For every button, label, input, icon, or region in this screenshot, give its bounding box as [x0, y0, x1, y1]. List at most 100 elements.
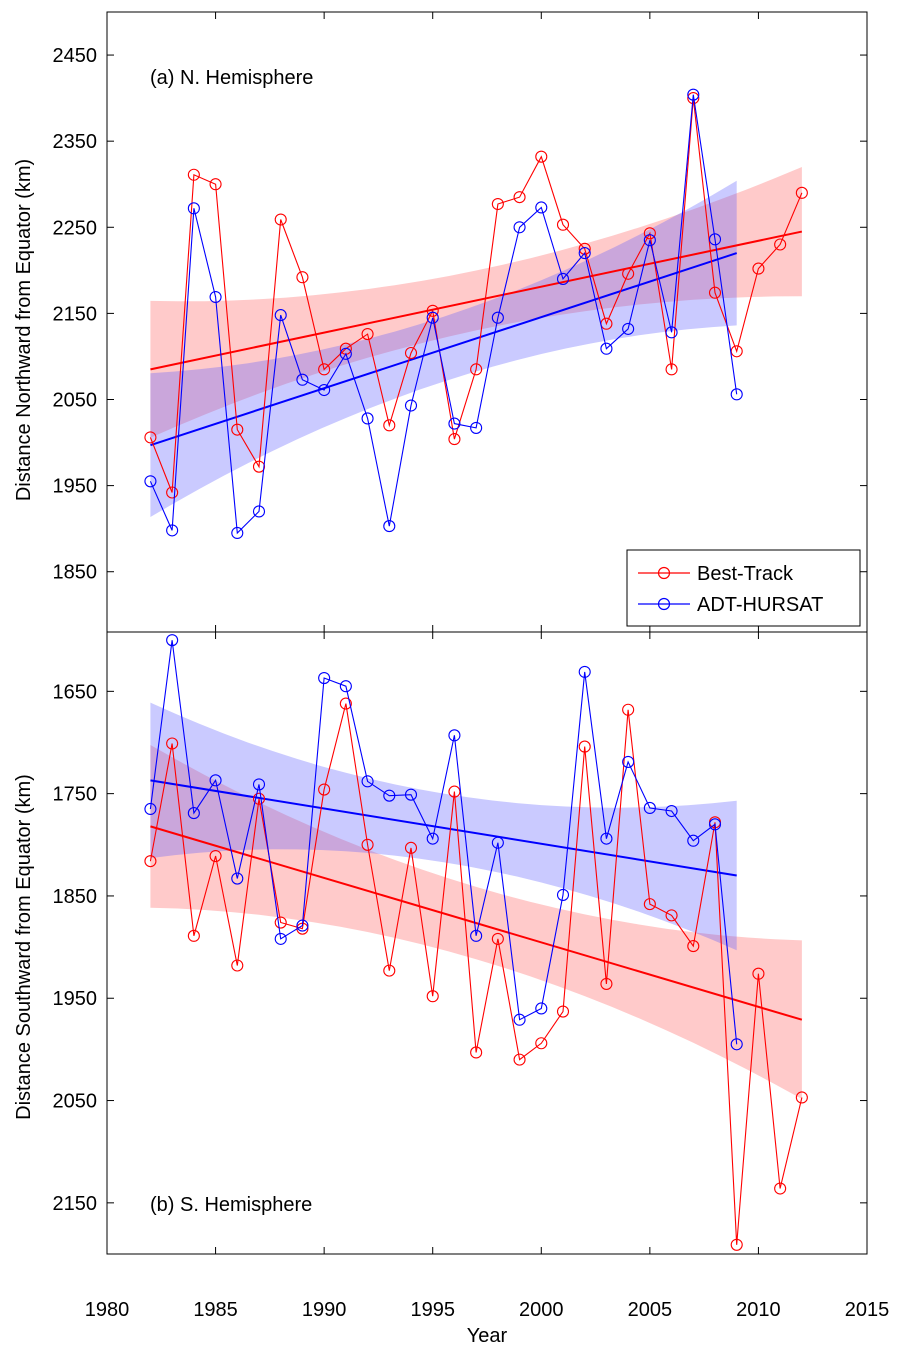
- data-point-best-track: [774, 1182, 787, 1195]
- data-point-best-track: [643, 898, 656, 911]
- data-point-best-track: [665, 909, 678, 922]
- data-point-adt-hursat: [491, 836, 504, 849]
- data-point-best-track: [513, 191, 526, 204]
- trend-line-adt-hursat: [150, 779, 737, 877]
- y-tick-label: 1950: [53, 988, 98, 1010]
- data-point-best-track: [318, 783, 331, 796]
- data-point-adt-hursat: [404, 788, 418, 801]
- data-point-best-track: [144, 855, 157, 868]
- data-point-best-track: [361, 328, 374, 341]
- data-point-adt-hursat: [274, 932, 287, 945]
- data-point-adt-hursat: [556, 272, 570, 285]
- trend-line-best-track: [150, 825, 803, 1021]
- data-point-adt-hursat: [535, 1002, 548, 1015]
- legend: Best-Track ADT-HURSAT: [626, 549, 861, 627]
- data-point-best-track: [752, 967, 765, 980]
- data-point-adt-hursat: [209, 290, 222, 304]
- data-point-best-track: [643, 227, 656, 240]
- data-point-adt-hursat: [383, 789, 396, 802]
- data-point-best-track: [556, 1005, 570, 1018]
- data-point-adt-hursat: [252, 778, 266, 791]
- data-point-best-track: [578, 740, 591, 753]
- confidence-bands-a: [150, 167, 802, 518]
- x-tick-label: 1985: [193, 1299, 238, 1321]
- data-point-best-track: [252, 460, 266, 473]
- legend-marker-adt-hursat: [657, 597, 671, 611]
- data-point-adt-hursat: [730, 1038, 743, 1051]
- data-point-best-track: [274, 213, 287, 226]
- data-point-best-track: [404, 346, 418, 360]
- y-tick-label: 2150: [53, 303, 98, 325]
- data-point-adt-hursat: [708, 233, 722, 246]
- y-tick-label: 2050: [53, 390, 98, 412]
- data-point-best-track: [231, 423, 244, 436]
- panel-label-a: (a) N. Hemisphere: [150, 67, 313, 89]
- series-line-adt-hursat: [149, 640, 738, 1045]
- y-ticks-b: 1650 1750 1850 1950 2050 2150: [53, 681, 867, 1215]
- data-point-best-track: [383, 419, 396, 432]
- data-point-best-track: [752, 262, 765, 275]
- data-point-best-track: [687, 940, 700, 953]
- data-point-best-track: [774, 238, 787, 251]
- data-point-adt-hursat: [600, 832, 613, 845]
- data-point-adt-hursat: [578, 247, 591, 260]
- data-point-best-track: [556, 218, 570, 231]
- legend-label-best-track: Best-Track: [697, 563, 794, 585]
- data-point-adt-hursat: [622, 322, 635, 335]
- series-lines-b: [144, 634, 808, 1251]
- data-point-adt-hursat: [144, 475, 157, 488]
- panel-label-b: (b) S. Hemisphere: [150, 1194, 312, 1216]
- data-point-best-track: [535, 150, 548, 163]
- data-point-adt-hursat: [665, 804, 678, 818]
- data-point-best-track: [535, 1037, 548, 1050]
- data-point-adt-hursat: [339, 347, 352, 360]
- x-tick-label: 1990: [302, 1299, 347, 1321]
- data-point-adt-hursat: [231, 526, 244, 540]
- data-point-adt-hursat: [643, 234, 656, 247]
- data-point-adt-hursat: [383, 520, 396, 533]
- data-point-best-track: [404, 841, 418, 854]
- confidence-bands-b: [150, 702, 802, 1099]
- data-point-adt-hursat: [426, 311, 439, 324]
- data-point-adt-hursat: [318, 383, 331, 397]
- data-point-adt-hursat: [361, 775, 374, 788]
- data-point-best-track: [730, 1238, 743, 1251]
- data-point-best-track: [622, 267, 635, 280]
- data-point-adt-hursat: [187, 807, 200, 820]
- data-point-adt-hursat: [144, 802, 157, 816]
- data-point-adt-hursat: [209, 774, 222, 787]
- data-point-adt-hursat: [513, 1013, 526, 1026]
- data-point-best-track: [708, 286, 722, 299]
- data-point-best-track: [166, 737, 179, 750]
- legend-box: [626, 549, 861, 627]
- data-point-best-track: [209, 849, 222, 863]
- data-point-best-track: [448, 785, 461, 798]
- y-tick-label: 2450: [53, 45, 98, 67]
- data-point-adt-hursat: [296, 373, 309, 386]
- data-point-adt-hursat: [491, 311, 504, 324]
- confidence-band-best-track: [150, 167, 802, 438]
- data-point-best-track: [296, 271, 309, 284]
- data-point-best-track: [187, 168, 200, 181]
- y-tick-label: 1850: [53, 886, 98, 908]
- data-point-adt-hursat: [622, 755, 635, 768]
- data-point-adt-hursat: [426, 832, 439, 845]
- confidence-band-adt-hursat: [150, 702, 737, 951]
- data-point-adt-hursat: [513, 221, 526, 234]
- x-tick-label: 2005: [628, 1299, 673, 1321]
- data-point-best-track: [426, 990, 439, 1003]
- data-point-adt-hursat: [448, 729, 461, 742]
- data-point-best-track: [470, 363, 483, 376]
- x-axis-label: Year: [467, 1325, 508, 1347]
- data-point-best-track: [274, 916, 287, 929]
- data-point-best-track: [339, 697, 352, 710]
- data-point-adt-hursat: [535, 201, 548, 214]
- data-point-adt-hursat: [274, 309, 287, 322]
- data-point-best-track: [166, 486, 179, 499]
- data-point-best-track: [491, 197, 504, 211]
- panel-north-hemisphere: 1850 1950 2050 2150 2250 2350 2450 (a) N. Hemi…: [13, 11, 868, 633]
- data-point-adt-hursat: [470, 929, 483, 942]
- x-tick-label: 2010: [736, 1299, 781, 1321]
- y-tick-label: 2350: [53, 131, 98, 153]
- y-ticks-a: 1850 1950 2050 2150 2250 2350 2450: [53, 12, 868, 632]
